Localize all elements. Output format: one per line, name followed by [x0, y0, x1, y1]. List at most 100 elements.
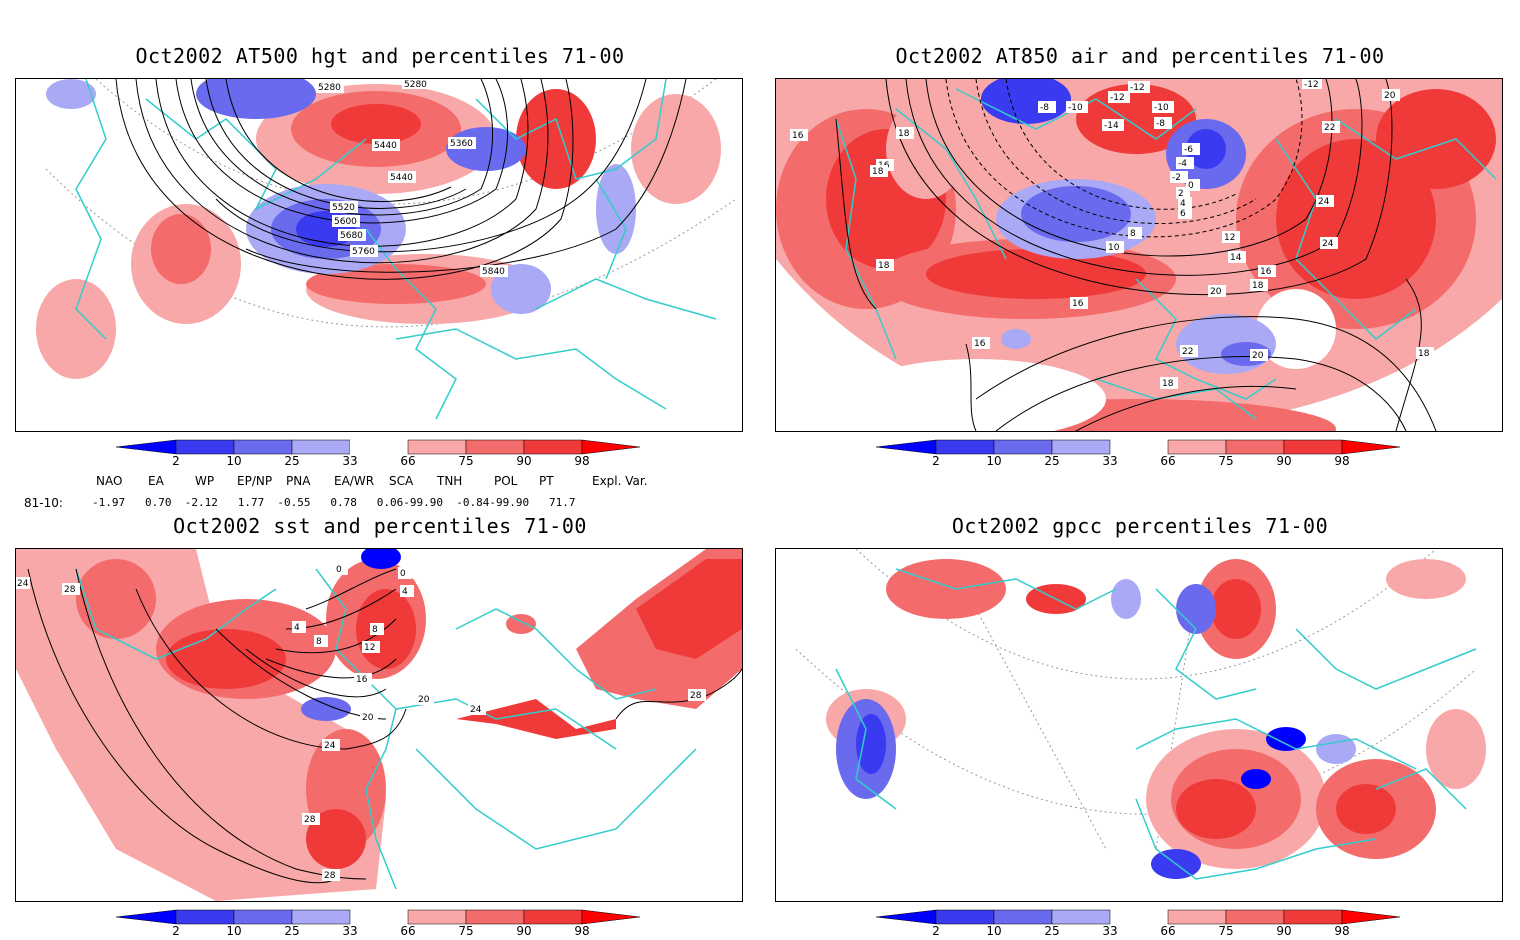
svg-text:16: 16	[792, 131, 804, 141]
contour-label: 28	[302, 813, 320, 825]
colorbar-tick: 98	[574, 924, 590, 938]
graticule	[95, 79, 717, 205]
shading-pos	[16, 549, 742, 901]
svg-text:5280: 5280	[404, 80, 427, 90]
svg-text:4: 4	[1180, 199, 1186, 209]
svg-text:-2: -2	[1172, 173, 1181, 183]
contour-label: 5280	[316, 81, 344, 93]
colorbar-panel1: 2 10 25 33 66 75 90 98	[115, 439, 641, 469]
panel2-title: Oct2002 AT850 air and percentiles 71-00	[895, 44, 1385, 68]
shading-neg	[301, 549, 401, 721]
contour-label: 24	[16, 577, 30, 589]
contour-label: 28	[322, 869, 340, 881]
colorbar-tick: 25	[284, 454, 300, 468]
index-header-pol: POL	[494, 474, 518, 488]
svg-text:28: 28	[304, 815, 316, 825]
colorbar-tick: 75	[1218, 924, 1234, 938]
contour-label: -10	[1066, 101, 1088, 113]
svg-text:24: 24	[17, 579, 29, 589]
contour-label: 28	[62, 583, 80, 595]
colorbar-tick: 10	[226, 924, 242, 938]
contour-label: 20	[360, 711, 378, 723]
colorbar-tick: 75	[458, 454, 474, 468]
index-header-expl-var: Expl. Var.	[592, 474, 648, 488]
index-header-nao: NAO	[96, 474, 123, 488]
svg-text:-12: -12	[1130, 83, 1145, 93]
svg-text:12: 12	[1224, 233, 1235, 243]
svg-text:-12: -12	[1110, 93, 1125, 103]
contour-labels: 24 28 0 4 4 8 8 12 16 20 24 28 28 20 24 …	[16, 549, 706, 881]
svg-text:4: 4	[402, 587, 408, 597]
svg-text:20: 20	[362, 713, 374, 723]
contour-label: 8	[1128, 227, 1142, 239]
contour-label: 20	[1382, 89, 1400, 101]
contour-label: 18	[870, 165, 888, 177]
colorbar-panel4: 2 10 25 33 66 75 90 98	[875, 909, 1401, 939]
colorbar-tick: 90	[516, 454, 532, 468]
map-panel-t850: -12 -12 -8 -10 -12 -10 -8 -14 -6 -4 -2 0…	[775, 78, 1503, 432]
index-header-tnh: TNH	[437, 474, 463, 488]
svg-text:24: 24	[324, 741, 336, 751]
svg-text:18: 18	[872, 167, 884, 177]
contour-label: -14	[1102, 119, 1124, 131]
svg-text:28: 28	[690, 691, 702, 701]
panel1-title: Oct2002 AT500 hgt and percentiles 71-00	[135, 44, 625, 68]
svg-text:8: 8	[372, 625, 378, 635]
contour-label: 22	[1322, 121, 1340, 133]
contour-label: 18	[896, 127, 914, 139]
svg-text:16: 16	[1072, 299, 1084, 309]
svg-text:-14: -14	[1104, 121, 1119, 131]
contour-label: 5360	[448, 137, 476, 149]
svg-text:8: 8	[316, 637, 322, 647]
colorbar-tick: 98	[574, 454, 590, 468]
svg-text:14: 14	[1230, 253, 1242, 263]
svg-text:18: 18	[1162, 379, 1174, 389]
colorbar-panel3: 2 10 25 33 66 75 90 98	[115, 909, 641, 939]
svg-text:0: 0	[336, 565, 342, 575]
contour-label: 5520	[330, 201, 358, 213]
contour-label: -12	[1108, 91, 1130, 103]
index-header-eawr: EA/WR	[334, 474, 375, 488]
svg-text:0: 0	[1188, 181, 1194, 191]
svg-text:28: 28	[64, 585, 76, 595]
svg-text:5680: 5680	[340, 231, 363, 241]
colorbar-tick: 2	[932, 924, 940, 938]
colorbar-tick: 90	[1276, 454, 1292, 468]
svg-text:20: 20	[418, 695, 430, 705]
index-header-epnp: EP/NP	[237, 474, 273, 488]
contour-label: 2	[1176, 187, 1190, 199]
colorbar-swatches	[875, 909, 1401, 925]
contour-label: 24	[1316, 195, 1334, 207]
colorbar-tick: 90	[516, 924, 532, 938]
svg-text:8: 8	[1130, 229, 1136, 239]
svg-text:5840: 5840	[482, 267, 505, 277]
temperature-contours	[835, 79, 1437, 431]
colorbar-tick: 10	[986, 924, 1002, 938]
contour-label: 5440	[372, 139, 400, 151]
colorbar-tick: 33	[1102, 924, 1118, 938]
svg-text:28: 28	[324, 871, 336, 881]
colorbar-tick: 75	[1218, 454, 1234, 468]
contour-label: 5440	[388, 171, 416, 183]
contour-label: 18	[1250, 279, 1268, 291]
contour-label: 18	[876, 259, 894, 271]
z500-map: 5280 5280 5440 5360 5440 5520 5600 5680 …	[36, 79, 737, 420]
index-header-wp: WP	[195, 474, 215, 488]
colorbar-swatches	[115, 439, 641, 455]
svg-text:-4: -4	[1178, 159, 1187, 169]
svg-text:4: 4	[294, 623, 300, 633]
contour-label: 24	[1320, 237, 1338, 249]
contour-label: 6	[1178, 207, 1192, 219]
contour-label: 20	[1208, 285, 1226, 297]
colorbar-tick: 66	[400, 454, 416, 468]
contour-label: 16	[1258, 265, 1276, 277]
shading-pos	[826, 559, 1486, 869]
svg-text:20: 20	[1252, 351, 1264, 361]
svg-text:5440: 5440	[374, 141, 397, 151]
svg-text:16: 16	[974, 339, 986, 349]
contour-label: -10	[1152, 101, 1174, 113]
contour-label: 0	[398, 567, 412, 579]
contour-label: 8	[314, 635, 328, 647]
index-header-ea: EA	[148, 474, 164, 488]
colorbar-swatches	[115, 909, 641, 925]
